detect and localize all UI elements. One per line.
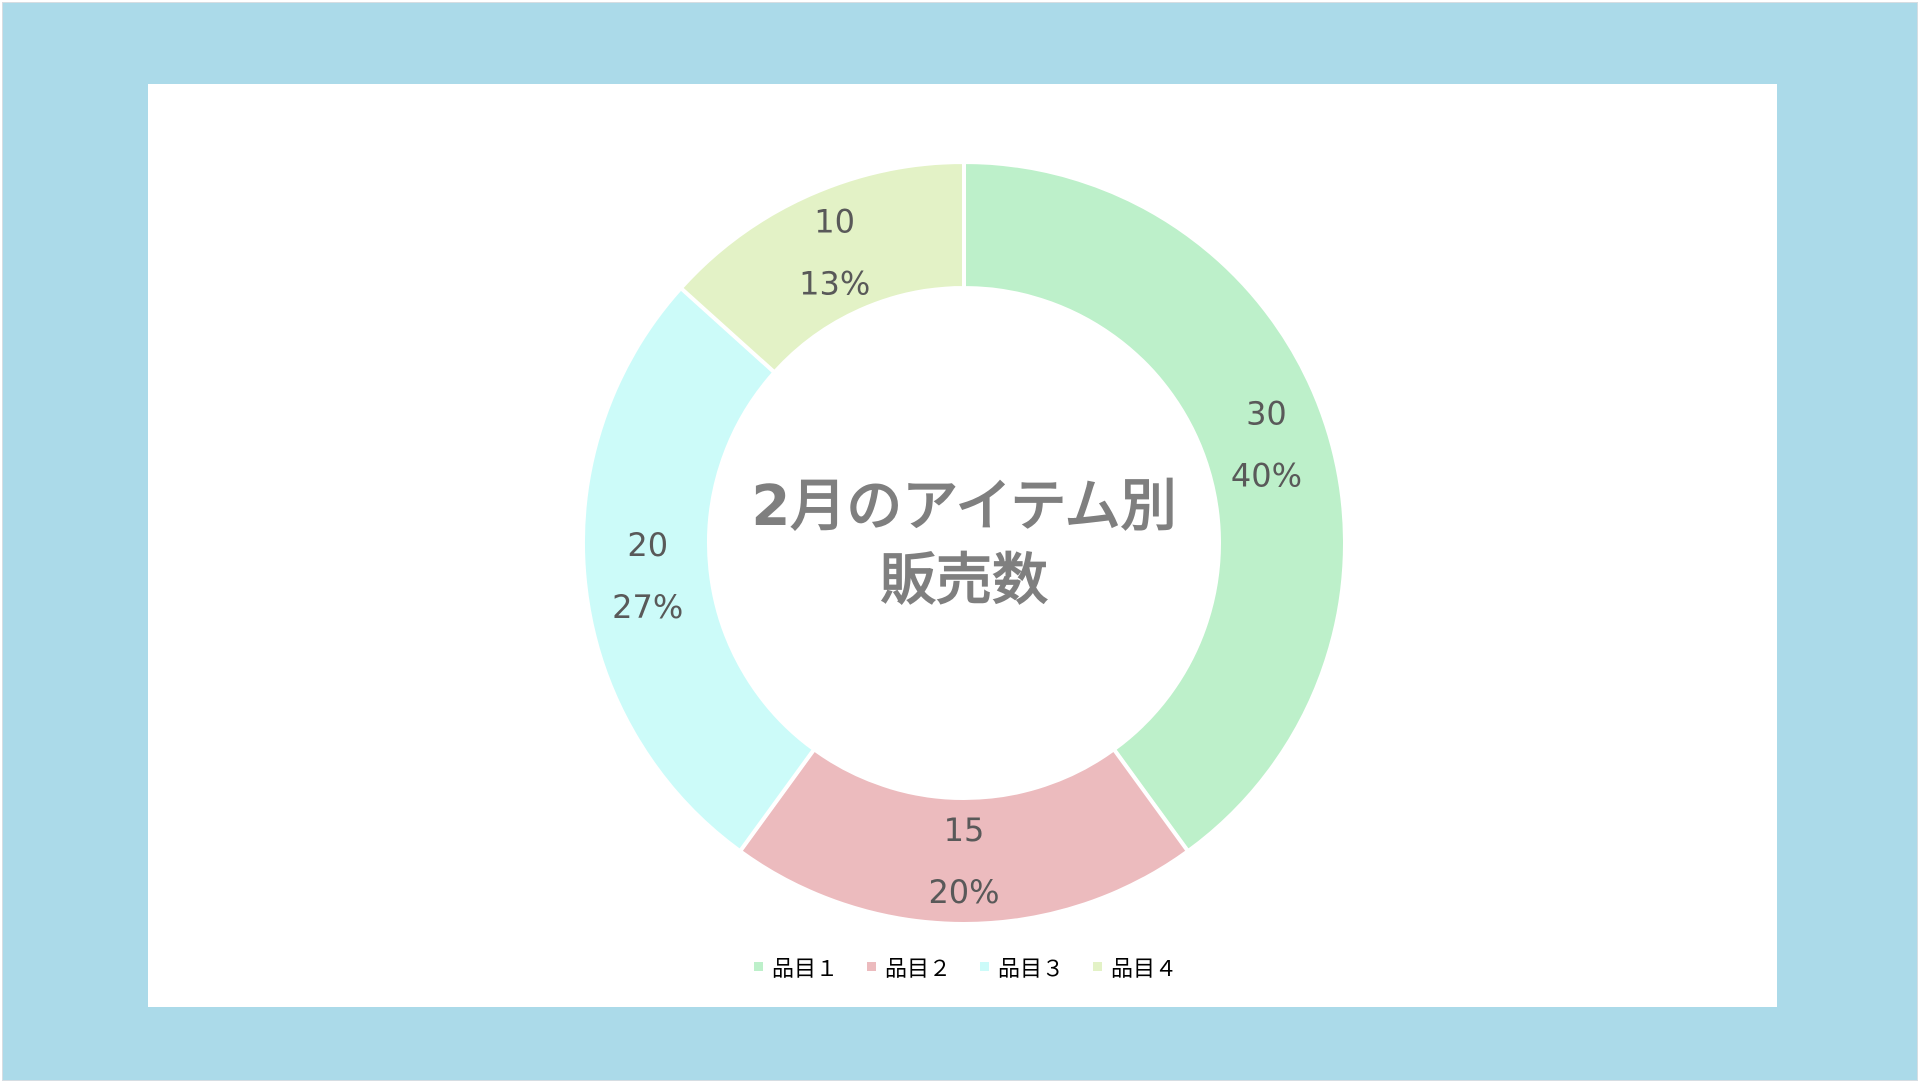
data-label-percent-4: 13% — [799, 264, 870, 302]
legend-label-3: 品目３ — [998, 957, 1064, 982]
chart-title: 2月のアイテム別販売数 — [751, 474, 1176, 613]
data-label-value-2: 15 — [944, 811, 985, 849]
legend-label-4: 品目４ — [1111, 957, 1177, 982]
legend-swatch-2 — [867, 962, 876, 971]
data-label-percent-3: 27% — [612, 588, 683, 626]
legend-label-1: 品目１ — [772, 957, 838, 982]
legend-swatch-3 — [980, 962, 989, 971]
data-label-percent-2: 20% — [928, 873, 999, 911]
chart-title-line-2: 販売数 — [880, 548, 1048, 613]
legend-swatch-4 — [1093, 962, 1102, 971]
chart-legend: 品目１ 品目２ 品目３ 品目４ — [754, 957, 1177, 982]
data-label-percent-1: 40% — [1231, 457, 1302, 495]
chart-data-labels: 30 40% 15 20% 20 27% 10 13% — [612, 202, 1302, 911]
legend-swatch-1 — [754, 962, 763, 971]
data-label-value-4: 10 — [814, 202, 855, 240]
slice-1 — [962, 160, 1347, 854]
slice-4 — [678, 160, 966, 375]
slice-3 — [581, 286, 817, 854]
data-label-value-1: 30 — [1246, 395, 1287, 433]
slide-canvas: 30 40% 15 20% 20 27% 10 13% 2月のアイテム別販売数 品目１ 品目２ 品… — [148, 84, 1777, 1007]
data-label-value-3: 20 — [627, 526, 668, 564]
chart-slices — [581, 160, 1347, 927]
slice-2 — [738, 747, 1190, 927]
legend-label-2: 品目２ — [885, 957, 951, 982]
chart-title-line-1: 2月のアイテム別 — [751, 474, 1176, 539]
